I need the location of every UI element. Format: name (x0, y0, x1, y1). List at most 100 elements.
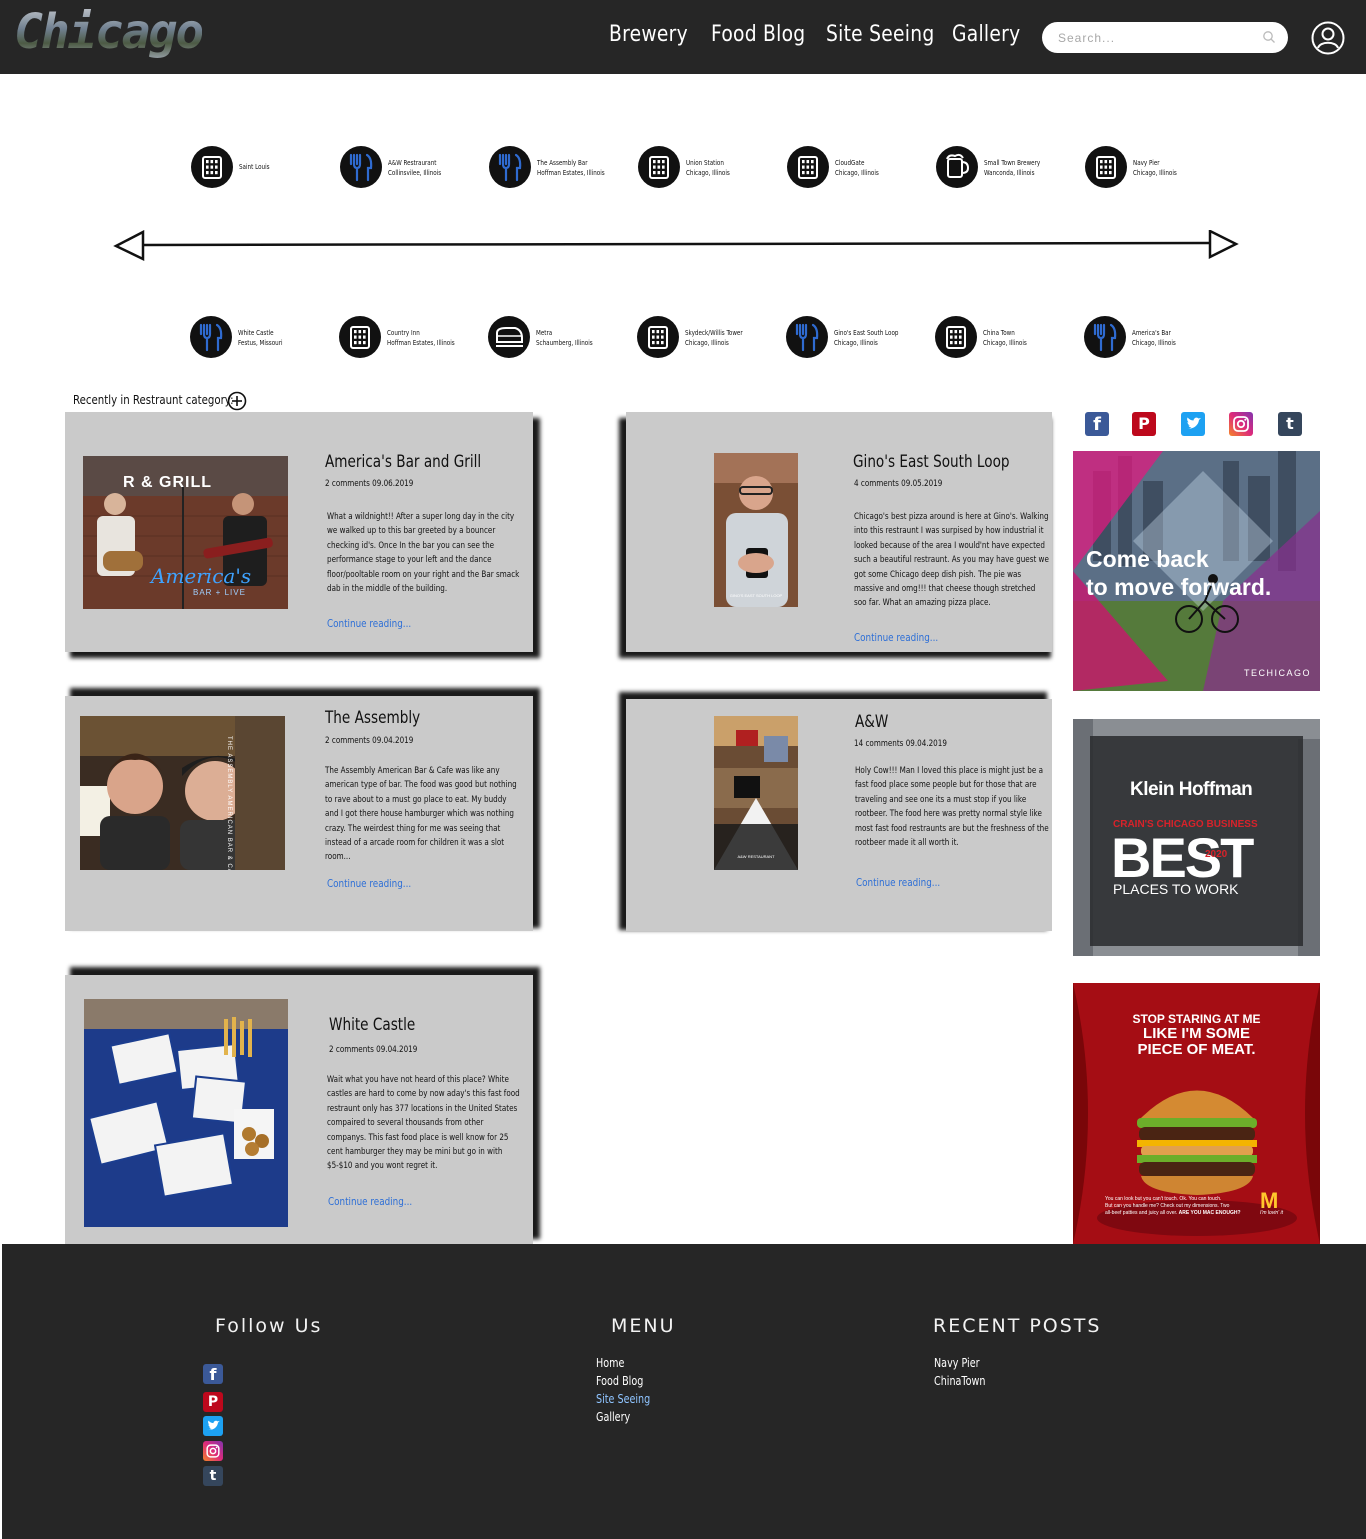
footer-link-gallery[interactable]: Gallery (596, 1410, 631, 1424)
building-icon (191, 146, 233, 188)
timeline-label: Navy Pier Chicago, Illinois (1133, 159, 1177, 177)
post-image-white-castle[interactable] (84, 999, 288, 1227)
footer-recent-title: RECENT POSTS (933, 1315, 1102, 1337)
timeline-item[interactable]: White Castle Festus, Missouri (190, 316, 340, 358)
timeline-arrow-line (113, 230, 1239, 261)
post-meta: 2 comments 09.04.2019 (325, 736, 414, 746)
post-title[interactable]: America's Bar and Grill (325, 452, 482, 472)
footer-link-site-seeing[interactable]: Site Seeing (596, 1392, 651, 1406)
timeline-item[interactable]: Union Station Chicago, Illinois (638, 146, 788, 188)
continue-reading-link[interactable]: Continue reading... (328, 1195, 413, 1208)
continue-reading-link[interactable]: Continue reading... (854, 631, 939, 644)
beer-mug-icon (936, 146, 978, 188)
timeline-item[interactable]: The Assembly Bar Hoffman Estates, Illinoi… (489, 146, 639, 188)
ad-publisher: CRAIN'S CHICAGO BUSINESS (1113, 819, 1258, 830)
twitter-icon[interactable] (203, 1416, 223, 1436)
ad-slogan: I'm lovin' it (1260, 1210, 1284, 1216)
arrow-right-icon (1208, 230, 1239, 260)
post-image-ginos[interactable]: GINO'S EAST SOUTH LOOP (714, 453, 798, 607)
site-footer: Follow Us f P t MENU Home Food Blog Site… (2, 1244, 1366, 1539)
timeline-label: White Castle Festus, Missouri (238, 329, 283, 347)
nav-brewery[interactable]: Brewery (609, 22, 688, 47)
timeline-item[interactable]: Metra Schaumberg, Illinois (488, 316, 638, 358)
continue-reading-link[interactable]: Continue reading... (327, 617, 412, 630)
timeline-item[interactable]: CloudGate Chicago, Illinois (787, 146, 937, 188)
post-excerpt: Holy Cow!!! Man I loved this place is mi… (855, 766, 1049, 849)
building-icon (637, 316, 679, 358)
tumblr-icon[interactable]: t (203, 1466, 223, 1486)
post-title[interactable]: Gino's East South Loop (853, 452, 1010, 472)
tumblr-icon[interactable]: t (1278, 412, 1302, 436)
timeline-item[interactable]: America's Bar Chicago, Illinois (1084, 316, 1234, 358)
ad-best: BEST (1111, 826, 1254, 889)
footer-link-home[interactable]: Home (596, 1356, 625, 1370)
post-image-assembly[interactable]: THE ASSEMBLY AMERICAN BAR & CAFE (80, 716, 285, 870)
timeline-label: Metra Schaumberg, Illinois (536, 329, 593, 347)
continue-reading-link[interactable]: Continue reading... (327, 877, 412, 890)
photo-sign-script: America's (151, 564, 252, 588)
search-box (1042, 22, 1288, 53)
fork-knife-icon (489, 146, 531, 188)
ad-year: 2020 (1205, 849, 1228, 860)
timeline-item[interactable]: Country Inn Hoffman Estates, Illinois (339, 316, 489, 358)
building-icon (787, 146, 829, 188)
timeline-item[interactable]: Navy Pier Chicago, Illinois (1085, 146, 1235, 188)
ad-mcdonalds[interactable]: STOP STARING AT ME LIKE I'M SOME PIECE O… (1073, 983, 1320, 1244)
building-icon (339, 316, 381, 358)
user-account-icon[interactable] (1311, 21, 1345, 55)
instagram-icon[interactable] (203, 1441, 223, 1461)
post-title[interactable]: A&W (855, 712, 889, 732)
ad-subtitle: PLACES TO WORK (1113, 881, 1239, 897)
pinterest-icon[interactable]: P (203, 1392, 223, 1412)
ad-headline: STOP STARING AT ME (1132, 1012, 1261, 1026)
post-card-white-castle: White Castle 2 comments 09.04.2019 Wait … (65, 975, 533, 1244)
timeline-label: Saint Louis (239, 163, 270, 171)
timeline-item[interactable]: A&W Restraurant Collinsvilee, Illinois (340, 146, 490, 188)
timeline-item[interactable]: Small Town Brewery Wanconda, Illinois (936, 146, 1086, 188)
fork-knife-icon (1084, 316, 1126, 358)
train-icon (488, 316, 530, 358)
timeline-label: Skydeck/Willis Tower Chicago, Illinois (685, 329, 743, 347)
post-meta: 2 comments 09.04.2019 (329, 1045, 418, 1055)
timeline-label: Union Station Chicago, Illinois (686, 159, 730, 177)
facebook-icon[interactable]: f (203, 1364, 223, 1384)
search-icon[interactable] (1262, 30, 1276, 44)
nav-food-blog[interactable]: Food Blog (711, 22, 806, 47)
twitter-icon[interactable] (1181, 412, 1205, 436)
search-input[interactable] (1058, 28, 1248, 47)
photo-sign-text: THE ASSEMBLY AMERICAN BAR & CAFE (226, 736, 232, 870)
footer-recent-chinatown[interactable]: ChinaTown (934, 1374, 986, 1388)
ad-headline: LIKE I'M SOME (1143, 1025, 1250, 1042)
nav-site-seeing[interactable]: Site Seeing (826, 22, 935, 47)
facebook-icon[interactable]: f (1085, 412, 1109, 436)
ad-headline: to move forward. (1086, 574, 1272, 600)
timeline-item[interactable]: Skydeck/Willis Tower Chicago, Illinois (637, 316, 787, 358)
timeline-item[interactable]: Saint Louis (191, 146, 341, 188)
nav-gallery[interactable]: Gallery (952, 22, 1021, 47)
instagram-icon[interactable] (1229, 412, 1253, 436)
site-logo[interactable]: Chicago (14, 4, 204, 60)
post-excerpt: Wait what you have not heard of this pla… (327, 1075, 520, 1172)
ad-klein-hoffman[interactable]: Klein Hoffman CRAIN'S CHICAGO BUSINESS B… (1073, 719, 1320, 956)
footer-recent-navy-pier[interactable]: Navy Pier (934, 1356, 980, 1370)
timeline-item[interactable]: Gino's East South Loop Chicago, Illinois (786, 316, 936, 358)
ad-headline: Come back (1086, 546, 1209, 572)
timeline-item[interactable]: China Town Chicago, Illinois (935, 316, 1085, 358)
footer-link-food-blog[interactable]: Food Blog (596, 1374, 644, 1388)
continue-reading-link[interactable]: Continue reading... (856, 876, 941, 889)
footer-menu-title: MENU (611, 1315, 676, 1337)
category-label: Recently in Restraunt category: (73, 393, 234, 407)
post-image-aw[interactable]: A&W RESTAURANT (714, 716, 798, 870)
post-card-aw: A&W RESTAURANT A&W 14 comments 09.04.201… (626, 699, 1052, 931)
post-title[interactable]: White Castle (329, 1015, 416, 1035)
pinterest-icon[interactable]: P (1132, 412, 1156, 436)
post-title[interactable]: The Assembly (325, 708, 421, 728)
mcdonalds-logo-icon: M (1260, 1188, 1279, 1213)
ad-brand: TECHICAGO (1244, 668, 1312, 678)
post-image-americas[interactable]: R & GRILL America's BAR + LIVE (83, 456, 288, 609)
ad-headline-block: STOP STARING AT ME LIKE I'M SOME PIECE O… (1073, 1013, 1320, 1058)
add-circle-icon[interactable] (227, 391, 247, 411)
ad-techicago[interactable]: Come back to move forward. TECHICAGO (1073, 451, 1320, 691)
post-meta: 14 comments 09.04.2019 (854, 739, 947, 749)
photo-sign-sub: BAR + LIVE (193, 588, 246, 597)
